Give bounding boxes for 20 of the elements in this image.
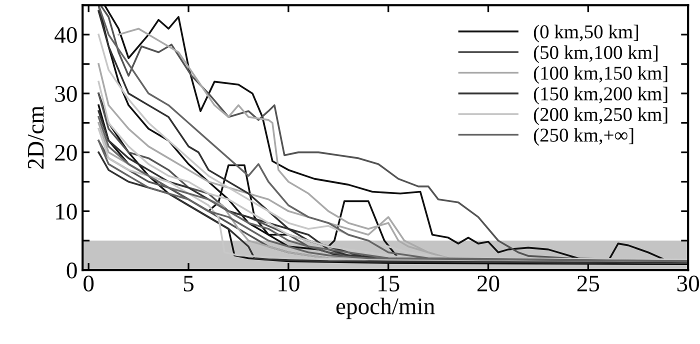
y-tick-label: 40 bbox=[54, 27, 77, 44]
x-axis-title: epoch/min bbox=[336, 298, 435, 320]
y-tick-label: 30 bbox=[55, 86, 77, 102]
legend-label: (150 km,200 km] bbox=[534, 86, 668, 104]
y-tick-label: 10 bbox=[56, 204, 77, 220]
x-tick-label: 5 bbox=[184, 276, 194, 292]
y-axis-title: 2D/cm bbox=[28, 106, 44, 169]
x-tick-label: 25 bbox=[577, 276, 600, 292]
x-tick-label: 30 bbox=[677, 276, 700, 292]
x-tick-label: 15 bbox=[378, 276, 400, 292]
legend-label: (200 km,250 km] bbox=[534, 107, 668, 126]
y-tick-label: 20 bbox=[55, 144, 77, 161]
legend-label: (100 km,150 km] bbox=[534, 66, 668, 84]
legend-label: (0 km,50 km] bbox=[534, 24, 638, 42]
x-tick-label: 10 bbox=[278, 276, 300, 292]
legend-label: (250 km,+∞] bbox=[534, 128, 634, 146]
x-tick-label: 0 bbox=[84, 276, 94, 292]
x-tick-label: 20 bbox=[477, 276, 500, 292]
legend-label: (50 km,100 km] bbox=[534, 45, 658, 64]
y-tick-label: 0 bbox=[66, 262, 77, 278]
